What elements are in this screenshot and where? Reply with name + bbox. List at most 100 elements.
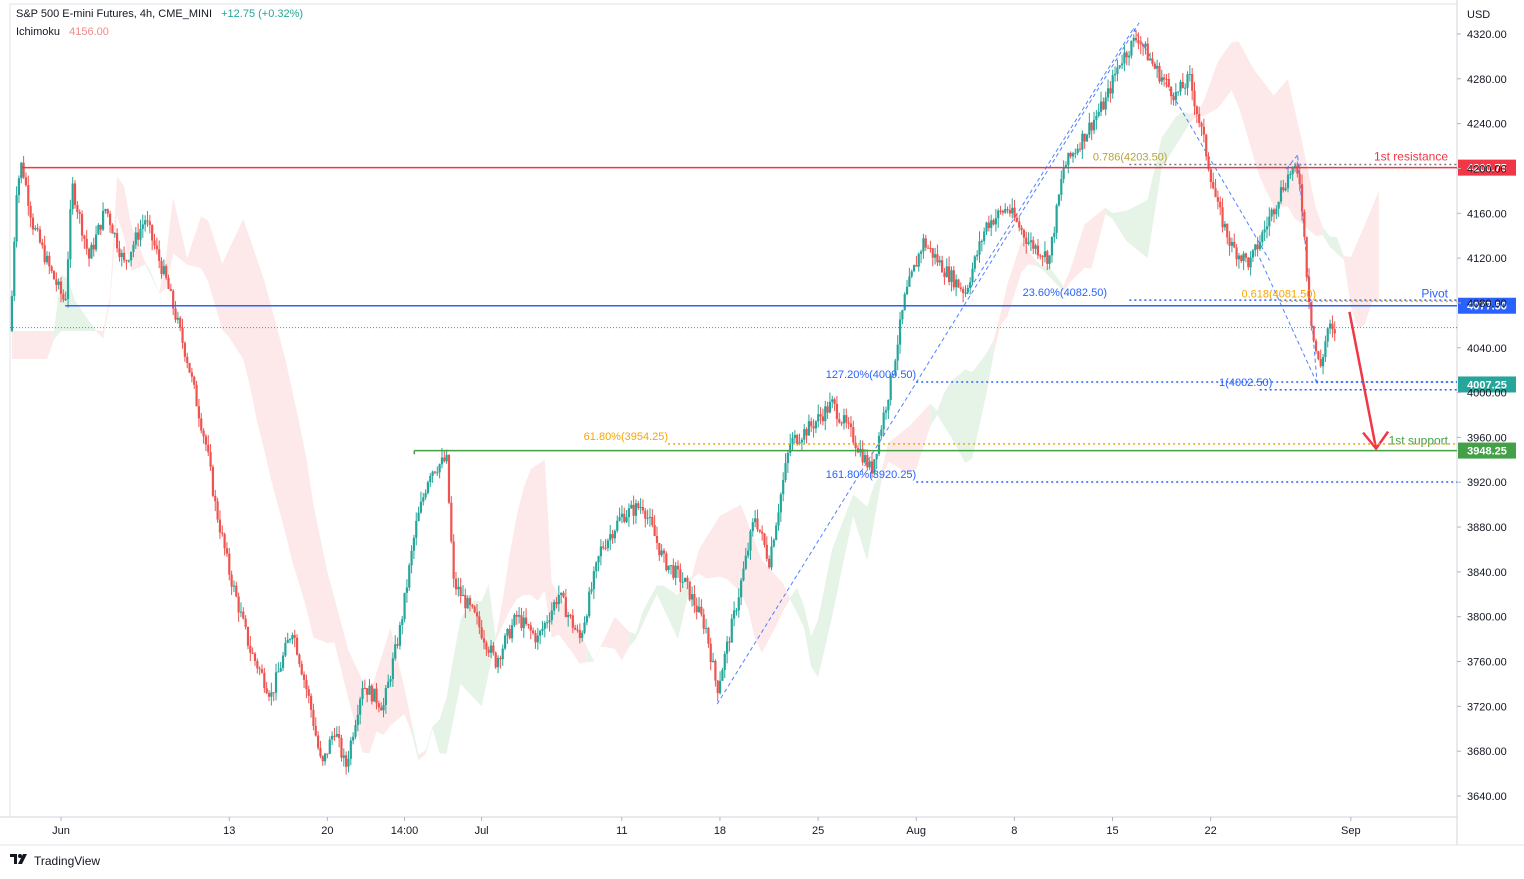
candle-body [256, 660, 259, 669]
candle-body [1156, 65, 1159, 69]
candle-body [644, 510, 647, 519]
candle-body [744, 555, 747, 569]
candle-body [576, 629, 579, 631]
candle-body [599, 546, 602, 557]
candle-body [1298, 173, 1301, 185]
candle-body [1303, 211, 1306, 238]
candle-body [1209, 169, 1212, 183]
candle-body [302, 674, 306, 680]
candle-body [541, 628, 544, 631]
candle-body [1244, 253, 1248, 258]
candle-body [898, 319, 902, 345]
candle-body [695, 605, 698, 613]
candle-body [564, 597, 567, 618]
candle-body [875, 454, 878, 460]
candle-body [83, 235, 86, 239]
candle-body [366, 688, 369, 695]
fib-label: 161.80%(3920.25) [826, 469, 917, 481]
candle-body [884, 410, 888, 413]
candle-body [165, 266, 168, 278]
chart-legend-indicator[interactable]: Ichimoku 4156.00 [16, 26, 115, 38]
candle-body [321, 756, 324, 762]
x-tick-label: 11 [616, 825, 627, 837]
y-tick-label: 3920.00 [1467, 477, 1507, 489]
candle-body [821, 416, 825, 422]
candle-body [443, 457, 446, 462]
cloud-bear-segment [1189, 41, 1323, 236]
candle-body [723, 653, 726, 670]
candle-body [57, 281, 60, 285]
price-axis[interactable]: USD 3640.00 3680.00 3720.00 3760.00 3800.00 38… [1457, 9, 1507, 803]
candle-body [812, 426, 815, 429]
candle-body [653, 525, 656, 536]
candle-body [1305, 237, 1308, 277]
candle-body [52, 271, 56, 280]
candle-body [417, 512, 420, 521]
candle-body [590, 589, 593, 592]
candle-body [394, 644, 397, 659]
candle-body [473, 606, 476, 613]
candle-body [532, 630, 535, 634]
candle-body [669, 565, 673, 567]
support-price-tag-text: 3948.25 [1467, 446, 1507, 458]
candle-body [99, 224, 102, 230]
symbol-title: S&P 500 E-mini Futures, 4h, CME_MINI [16, 8, 213, 20]
y-tick-label: 4080.00 [1467, 298, 1507, 310]
candle-body [870, 461, 874, 474]
time-axis[interactable]: Jun 13 20 14:00 Jul 11 18 25 Aug 8 15 22 Sep [52, 817, 1361, 837]
candle-body [763, 533, 766, 545]
candle-body [894, 360, 897, 375]
candle-body [686, 577, 689, 582]
candle-body [714, 660, 717, 681]
y-tick-label: 3640.00 [1467, 791, 1507, 803]
y-tick-label: 4240.00 [1467, 119, 1507, 131]
candle-body [1149, 58, 1152, 61]
candle-body [945, 266, 948, 277]
chart-legend-symbol[interactable]: S&P 500 E-mini Futures, 4h, CME_MINI +12… [16, 8, 309, 20]
candle-body [419, 501, 423, 513]
candle-body [510, 625, 514, 639]
candle-body [501, 648, 504, 660]
candle-body [113, 233, 116, 235]
candle-body [237, 596, 240, 613]
candle-body [595, 562, 598, 572]
candle-body [978, 241, 981, 255]
candle-body [912, 265, 916, 272]
candle-body [782, 479, 785, 495]
candle-body [1118, 65, 1121, 68]
candle-body [1046, 251, 1049, 264]
candle-body [1004, 209, 1007, 213]
candle-body [104, 209, 107, 211]
candle-body [204, 436, 208, 445]
candle-body [578, 630, 581, 638]
candle-body [130, 251, 133, 261]
candle-body [1214, 188, 1217, 198]
candle-body [1029, 240, 1033, 243]
candle-body [335, 734, 338, 737]
candle-body [249, 645, 252, 653]
candle-body [183, 342, 186, 357]
candle-body [155, 245, 158, 250]
candle-body [1022, 229, 1026, 238]
indicator-name: Ichimoku [16, 26, 61, 38]
candle-body [13, 241, 16, 297]
candle-body [471, 604, 474, 607]
tradingview-brand[interactable]: TradingView [10, 853, 100, 868]
candle-body [426, 482, 430, 494]
candle-body [284, 643, 287, 656]
candle-body [534, 633, 537, 643]
candle-body [216, 501, 219, 520]
candle-body [931, 248, 934, 258]
candle-body [209, 452, 212, 467]
candle-body [751, 522, 754, 532]
candle-body [1184, 87, 1187, 89]
candle-body [489, 645, 493, 653]
candle-body [1314, 340, 1318, 352]
candle-body [1312, 325, 1315, 341]
candle-body [1158, 65, 1161, 82]
candle-body [957, 279, 960, 288]
candle-body [553, 602, 556, 611]
candle-body [1053, 232, 1056, 237]
candle-body [50, 266, 53, 272]
